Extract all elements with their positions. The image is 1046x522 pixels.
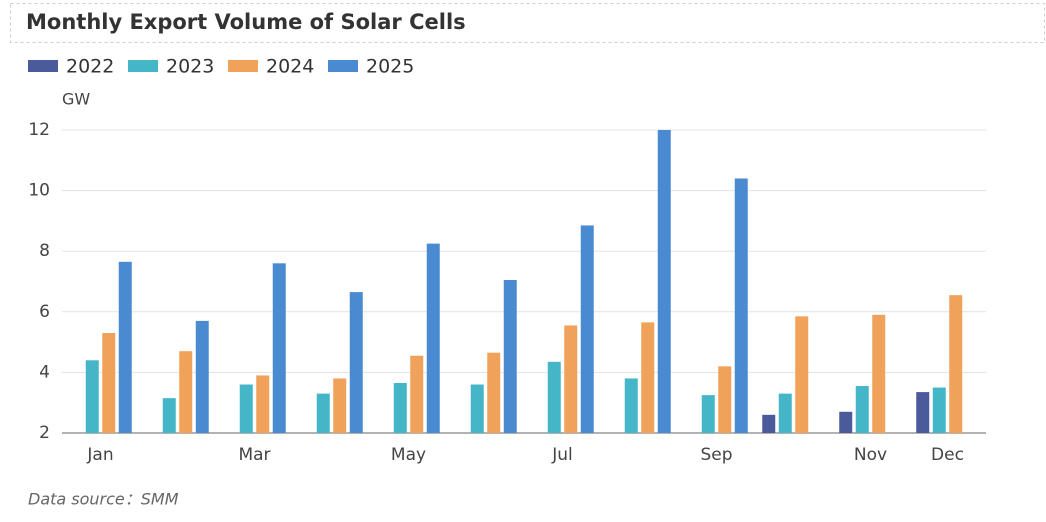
- legend-label: 2025: [366, 56, 414, 78]
- bar: [839, 411, 853, 433]
- bar: [239, 384, 253, 433]
- bar: [701, 395, 715, 433]
- bar: [718, 366, 732, 433]
- bar: [778, 393, 792, 433]
- bar: [102, 333, 116, 433]
- bar: [564, 325, 578, 433]
- legend-swatch: [328, 60, 358, 72]
- bar: [734, 178, 748, 433]
- y-tick-label: 2: [39, 423, 50, 443]
- bar: [179, 351, 193, 433]
- title-box: [10, 3, 1045, 43]
- legend-swatch: [28, 60, 58, 72]
- source-note: Data source：SMM: [28, 490, 179, 509]
- bar: [393, 383, 407, 433]
- y-tick-label: 6: [39, 302, 50, 322]
- x-tick-label: Jul: [551, 445, 573, 465]
- x-tick-label: Jan: [86, 445, 113, 465]
- y-tick-label: 12: [28, 120, 50, 140]
- bar: [426, 243, 440, 433]
- y-axis-label: GW: [62, 90, 90, 109]
- bar: [855, 386, 869, 433]
- bar: [333, 378, 347, 433]
- bar: [657, 130, 671, 433]
- bar: [316, 393, 330, 433]
- x-tick-label: May: [391, 445, 426, 465]
- bar: [795, 316, 809, 433]
- bar: [624, 378, 638, 433]
- bar: [580, 225, 594, 433]
- bar: [503, 279, 517, 433]
- bar: [256, 375, 270, 433]
- bar: [470, 384, 484, 433]
- x-tick-label: Mar: [238, 445, 270, 465]
- bar: [349, 292, 363, 433]
- y-tick-label: 8: [39, 241, 50, 261]
- bar: [487, 352, 501, 433]
- bar: [162, 398, 176, 433]
- bar: [272, 263, 286, 433]
- bar: [949, 295, 963, 433]
- bar: [195, 320, 209, 433]
- x-tick-label: Dec: [931, 445, 964, 465]
- bar: [641, 322, 655, 433]
- bar: [932, 387, 946, 433]
- bar: [410, 355, 424, 433]
- legend-swatch: [128, 60, 158, 72]
- legend-label: 2023: [166, 56, 214, 78]
- legend-swatch: [228, 60, 258, 72]
- y-tick-label: 4: [39, 362, 50, 382]
- legend-label: 2022: [66, 56, 114, 78]
- x-tick-label: Nov: [854, 445, 887, 465]
- y-tick-label: 10: [28, 181, 50, 201]
- x-tick-label: Sep: [700, 445, 732, 465]
- legend-label: 2024: [266, 56, 314, 78]
- bar: [85, 360, 99, 433]
- bar: [872, 314, 886, 433]
- bar: [547, 361, 561, 433]
- bar: [118, 261, 132, 433]
- chart-title: Monthly Export Volume of Solar Cells: [26, 10, 466, 34]
- bar: [916, 392, 930, 433]
- bar: [762, 414, 776, 433]
